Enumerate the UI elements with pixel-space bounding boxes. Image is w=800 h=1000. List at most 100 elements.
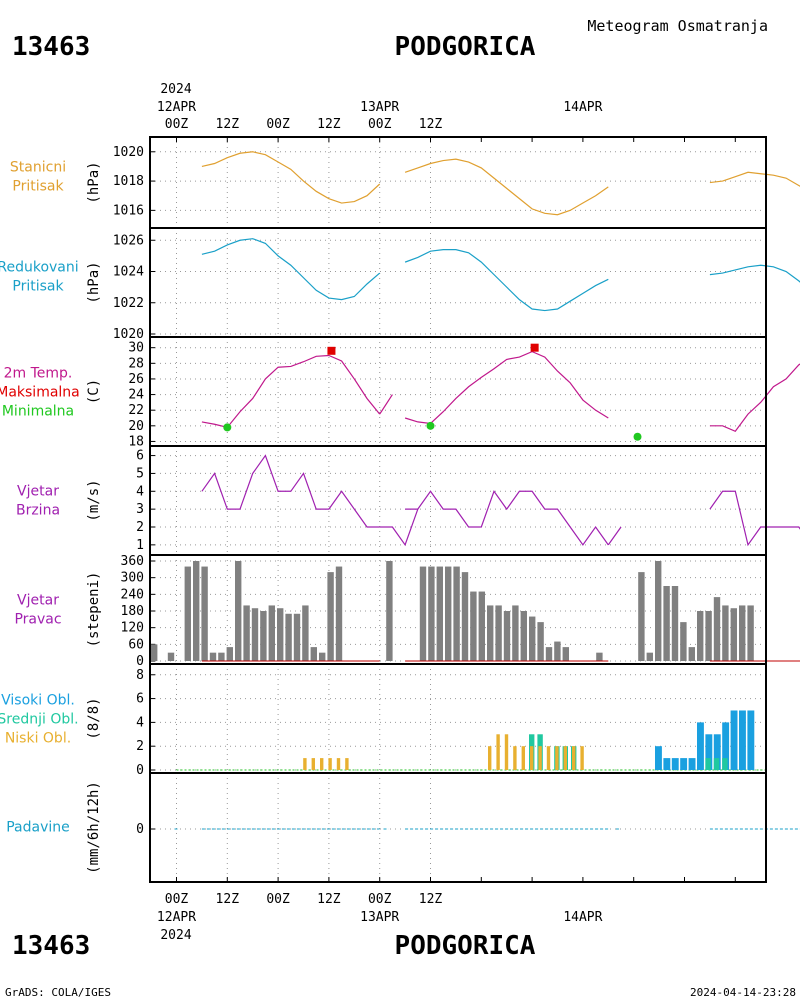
direction-bar (495, 605, 502, 661)
y-tick-label: 1016 (113, 203, 144, 218)
direction-bar (705, 611, 712, 661)
high-cloud-bar (713, 734, 721, 770)
panel-label: Redukovani (0, 260, 79, 276)
top-day-label: 14APR (563, 100, 602, 115)
bottom-hour-label: 00Z (368, 892, 392, 907)
top-hour-label: 12Z (216, 117, 240, 132)
bottom-hour-label: 12Z (216, 892, 240, 907)
panel-label: Pritisak (12, 179, 64, 195)
bottom-hour-label: 00Z (165, 892, 189, 907)
low-cloud-bar (311, 758, 315, 770)
wind_speed-line (379, 508, 419, 547)
product-title: Meteogram Osmatranja (587, 17, 768, 35)
high-cloud-bar (747, 710, 755, 770)
direction-bar (688, 647, 695, 661)
panel-frame (149, 772, 767, 883)
direction-bar (386, 561, 393, 661)
direction-bar (680, 622, 687, 661)
y-tick-label: 30 (128, 341, 144, 356)
bottom-hour-label: 00Z (266, 892, 290, 907)
y-tick-label: 26 (128, 372, 144, 387)
mid-cloud-bar (705, 758, 711, 770)
direction-bar (537, 622, 544, 661)
year-label-top: 2024 (160, 82, 191, 97)
station-id-top: 13463 (12, 32, 90, 62)
plot-layer: 101610181020(hPa)StanicniPritisak1020102… (0, 100, 800, 925)
direction-bar (747, 605, 754, 661)
direction-bar (260, 611, 267, 661)
high-cloud-bar (671, 758, 679, 770)
y-tick-label: 120 (121, 621, 144, 636)
direction-bar (193, 561, 200, 661)
y-tick-label: 4 (136, 484, 144, 499)
top-hour-label: 00Z (165, 117, 189, 132)
direction-bar (478, 591, 485, 661)
low-cloud-bar (303, 758, 307, 770)
direction-bar (243, 605, 250, 661)
direction-bar (151, 644, 158, 661)
y-axis-label: (hPa) (86, 161, 102, 203)
y-tick-label: 4 (136, 715, 144, 730)
panel-label: Padavine (6, 820, 70, 836)
direction-bar (218, 652, 225, 661)
direction-bar (655, 561, 662, 661)
y-tick-label: 18 (128, 434, 144, 449)
y-tick-label: 6 (136, 449, 144, 464)
direction-bar (470, 591, 477, 661)
y-tick-label: 2 (136, 520, 144, 535)
bottom-day-label: 12APR (157, 910, 196, 925)
reduced_pressure-line (404, 249, 609, 312)
y-tick-label: 3 (136, 502, 144, 517)
y-axis-label: (mm/6h/12h) (86, 781, 102, 874)
direction-bar (445, 566, 452, 661)
temperature-line (201, 354, 381, 429)
direction-bar (209, 652, 217, 661)
direction-bar (512, 605, 519, 661)
panel-label: Stanicni (10, 160, 66, 176)
panel-label: Niski Obl. (5, 731, 71, 747)
y-tick-label: 22 (128, 403, 144, 418)
direction-bar (277, 608, 284, 661)
panel-frame (149, 336, 767, 447)
panel-frame (149, 445, 767, 556)
direction-bar (285, 613, 292, 661)
direction-bar (453, 566, 460, 661)
top-day-label: 13APR (360, 100, 399, 115)
low-cloud-bar (336, 758, 341, 770)
y-axis-label: (m/s) (86, 479, 102, 521)
y-tick-label: 1020 (113, 145, 144, 160)
top-day-label: 12APR (157, 100, 196, 115)
top-hour-label: 12Z (317, 117, 341, 132)
pressure-line (404, 158, 609, 216)
high-cloud-bar (697, 722, 704, 770)
bottom-day-label: 14APR (563, 910, 602, 925)
low-cloud-bar (320, 758, 324, 770)
y-tick-label: 6 (136, 692, 144, 707)
panel-label: Srednji Obl. (0, 712, 79, 728)
y-tick-label: 0 (136, 654, 144, 669)
top-hour-label: 00Z (368, 117, 392, 132)
direction-bar (713, 597, 721, 661)
panel-label: Vjetar (17, 484, 59, 500)
high-cloud-bar (730, 710, 738, 770)
panel-label: Minimalna (2, 404, 74, 420)
high-cloud-bar (680, 758, 688, 770)
credit-text: GrADS: COLA/IGES (5, 986, 111, 999)
max-temp-marker (327, 346, 336, 355)
direction-bar (319, 652, 326, 661)
direction-bar (251, 608, 259, 661)
direction-bar (646, 652, 653, 661)
y-axis-label: (hPa) (86, 261, 102, 303)
y-axis-label: (stepeni) (86, 572, 102, 648)
low-cloud-bar (580, 746, 584, 770)
y-tick-label: 20 (128, 419, 144, 434)
low-cloud-bar (345, 758, 349, 770)
low-cloud-bar (328, 758, 332, 770)
mid-cloud-bar (713, 758, 720, 770)
low-cloud-bar (496, 734, 500, 770)
direction-bar (335, 566, 343, 661)
panel-label: Brzina (16, 503, 60, 519)
temperature-line (379, 394, 393, 415)
panel-label: Maksimalna (0, 385, 80, 401)
pressure-line (709, 171, 800, 187)
